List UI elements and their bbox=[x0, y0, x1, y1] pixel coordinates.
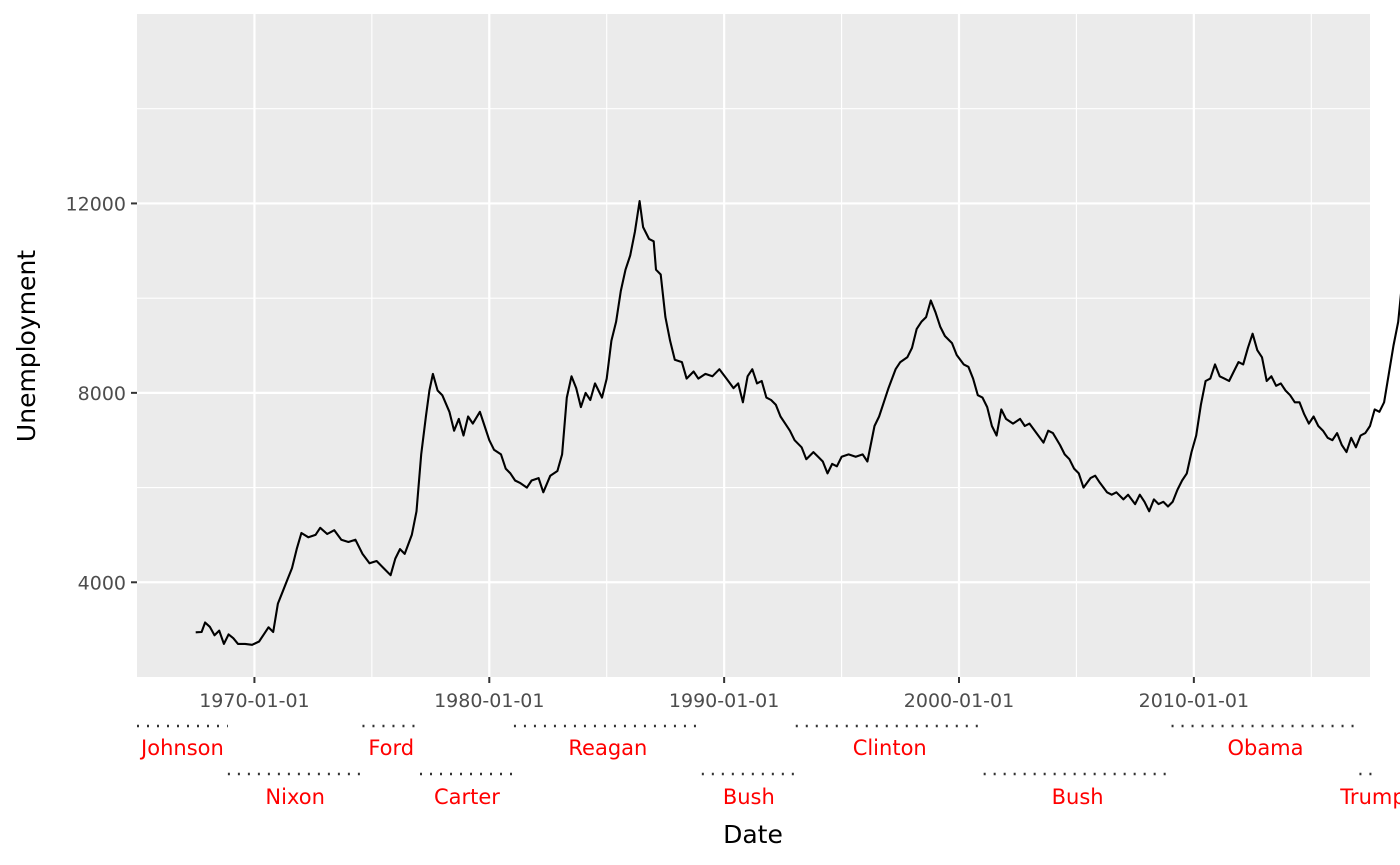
x-axis-title: Date bbox=[723, 820, 783, 849]
president-label: Bush bbox=[1052, 785, 1104, 809]
y-tick-label: 4000 bbox=[78, 572, 126, 594]
x-tick-label: 1970-01-01 bbox=[199, 690, 309, 712]
y-tick-label: 12000 bbox=[66, 193, 126, 215]
plot-panel bbox=[137, 14, 1370, 677]
president-label: Bush bbox=[723, 785, 775, 809]
series-layer bbox=[195, 200, 1400, 646]
president-label: Trump bbox=[1339, 785, 1400, 809]
y-axis: 4000 8000 12000 bbox=[66, 193, 137, 594]
president-label: Reagan bbox=[568, 736, 647, 760]
minor-gridlines bbox=[137, 14, 1370, 677]
president-label: Ford bbox=[368, 736, 414, 760]
president-label: Johnson bbox=[139, 736, 224, 760]
president-label: Nixon bbox=[265, 785, 324, 809]
x-tick-label: 2000-01-01 bbox=[904, 690, 1014, 712]
x-axis: 1970-01-01 1980-01-01 1990-01-01 2000-01-01… bbox=[199, 677, 1249, 712]
president-label: Carter bbox=[434, 785, 500, 809]
major-gridlines bbox=[137, 14, 1370, 677]
x-tick-label: 1980-01-01 bbox=[434, 690, 544, 712]
presidents-timeline: Johnson Nixon Ford Carter Reagan Bush Clinton B… bbox=[137, 724, 1400, 809]
x-tick-label: 2010-01-01 bbox=[1139, 690, 1249, 712]
series-line-unemploy bbox=[195, 200, 1400, 646]
x-tick-label: 1990-01-01 bbox=[669, 690, 779, 712]
president-label: Clinton bbox=[853, 736, 927, 760]
y-axis-title: Unemployment bbox=[12, 250, 41, 442]
president-label: Obama bbox=[1227, 736, 1303, 760]
y-tick-label: 8000 bbox=[78, 383, 126, 405]
